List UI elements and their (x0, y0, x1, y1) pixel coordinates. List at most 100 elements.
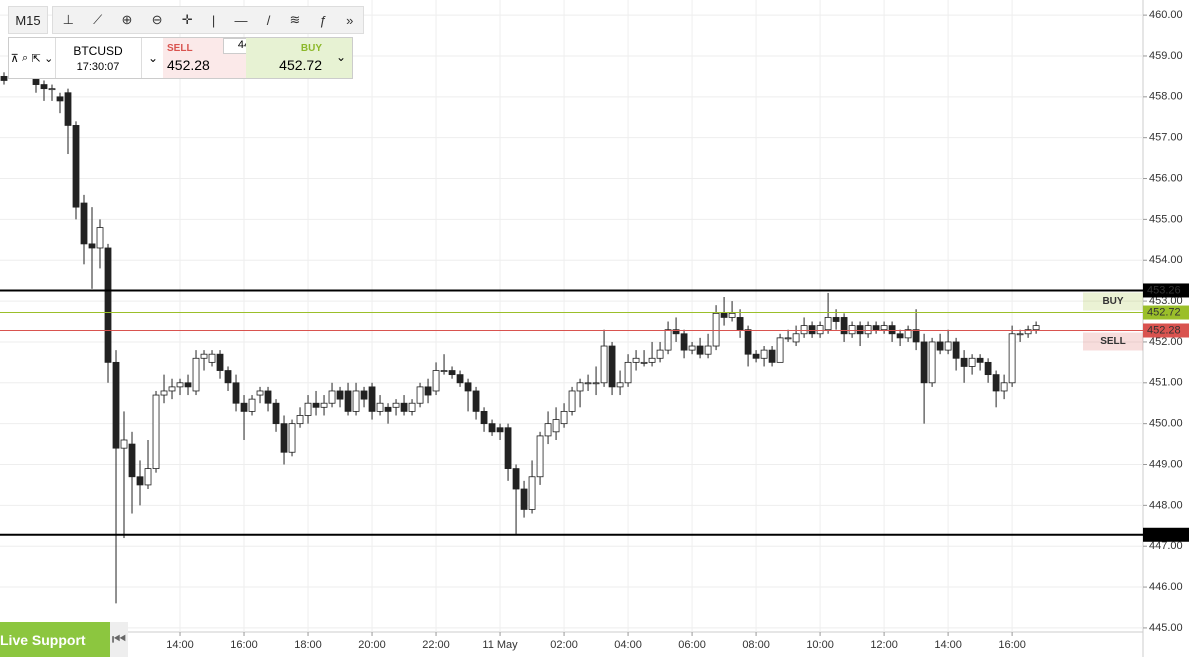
candle-body (352, 390, 360, 412)
candle-body (264, 390, 272, 404)
price-level-badge (1143, 527, 1189, 542)
x-tick-label: 20:00 (358, 639, 386, 651)
y-tick-label: 456.00 (1149, 172, 1183, 184)
candle-body (472, 390, 480, 412)
candle-body (680, 333, 688, 351)
candle-body (240, 402, 248, 412)
tool-icon[interactable]: ⟋ (93, 12, 103, 27)
toolbar[interactable]: ⊥ ⟋ ⊕ ⊖ ✛ | — / ≋ ƒ » (52, 6, 364, 34)
trade-panel: ⊼ ⌕ ⇱ ⌄ BTCUSD 17:30:07 ⌄ SELL 452.28 44 BUY 4… (8, 37, 353, 79)
candle-body (312, 402, 320, 408)
tool-icon[interactable]: ✛ (181, 12, 193, 27)
candle-body (632, 357, 640, 363)
y-tick-label: 453.00 (1149, 295, 1183, 307)
candle-body (1000, 382, 1008, 392)
candle-body (144, 468, 152, 486)
clock: 17:30:07 (76, 61, 120, 73)
level-tag-bg (1083, 332, 1143, 351)
candle-body (216, 353, 224, 371)
candle-body (808, 325, 816, 335)
tool-icon[interactable]: » (346, 12, 354, 28)
candle-body (592, 382, 600, 385)
y-tick-label: 454.00 (1149, 254, 1183, 266)
candle-body (424, 386, 432, 396)
candle-body (960, 357, 968, 367)
candle-body (528, 476, 536, 510)
symbol-box: BTCUSD 17:30:07 (55, 38, 141, 78)
candle-body (368, 386, 376, 412)
candle-body (624, 361, 632, 384)
candle-body (1032, 325, 1040, 331)
tool-icon[interactable]: — (234, 12, 248, 28)
tool-icon[interactable]: | (211, 12, 216, 28)
candle-body (952, 341, 960, 359)
x-tick-label: 06:00 (678, 639, 706, 651)
buy-price: 452.72 (279, 57, 322, 73)
candle-body (344, 390, 352, 412)
candle-body (712, 312, 720, 347)
candle-body (864, 325, 872, 335)
candle-body (688, 345, 696, 351)
candle-body (232, 382, 240, 404)
tool-icon[interactable]: ⊥ (62, 12, 74, 27)
candle-body (816, 325, 824, 335)
candle-body (1008, 333, 1016, 384)
candle-body (696, 345, 704, 355)
candle-body (840, 317, 848, 335)
candle-body (824, 317, 832, 331)
live-support-button[interactable]: Live Support (0, 622, 110, 657)
candle-body (40, 84, 48, 90)
dropdown[interactable]: ⌄ (141, 38, 164, 78)
y-tick-label: 448.00 (1149, 499, 1183, 511)
x-tick-label: 11 May (482, 639, 518, 651)
x-tick-label: 16:00 (998, 639, 1026, 651)
candle-body (328, 390, 336, 404)
candle-body (640, 361, 648, 364)
candle-body (520, 488, 528, 510)
panel-icons[interactable]: ⊼ ⌕ ⇱ ⌄ (9, 38, 56, 78)
candle-body (912, 329, 920, 343)
y-tick-label: 451.00 (1149, 377, 1183, 389)
candle-body (600, 345, 608, 384)
tool-icon[interactable]: / (266, 12, 271, 28)
tool-icon[interactable]: ≋ (289, 12, 301, 27)
timeframe-button[interactable]: M15 (8, 6, 48, 34)
candle-body (256, 390, 264, 396)
candle-body (720, 312, 728, 318)
candle-body (968, 357, 976, 367)
tool-icon[interactable]: ⊕ (121, 12, 133, 27)
candle-body (192, 357, 200, 392)
candle-body (336, 390, 344, 400)
candle-body (736, 317, 744, 331)
candle-body (200, 353, 208, 359)
x-tick-label: 14:00 (934, 639, 962, 651)
candle-body (552, 419, 560, 433)
y-tick-label: 450.00 (1149, 418, 1183, 430)
candle-body (96, 227, 104, 249)
candle-body (408, 402, 416, 412)
candle-body (248, 398, 256, 412)
candle-body (784, 337, 792, 340)
x-tick-label: 02:00 (550, 639, 578, 651)
candle-body (672, 329, 680, 335)
price-level-label: 452.28 (1147, 324, 1181, 336)
candle-body (120, 439, 128, 449)
candle-body (184, 382, 192, 388)
candle-body (152, 394, 160, 469)
y-tick-label: 447.00 (1149, 540, 1183, 552)
candle-body (400, 402, 408, 412)
scroll-start[interactable]: ⏮ (110, 622, 128, 657)
candle-body (304, 402, 312, 416)
tool-icon[interactable]: ⊖ (151, 12, 163, 27)
buy-button[interactable]: BUY 452.72 ⌄ (246, 38, 352, 78)
tool-icon[interactable]: ƒ (319, 12, 327, 28)
candle-body (416, 386, 424, 404)
candle-body (776, 337, 784, 363)
candle-body (384, 406, 392, 412)
y-tick-label: 455.00 (1149, 213, 1183, 225)
candle-body (88, 243, 96, 249)
candle-body (136, 476, 144, 486)
candle-body (728, 312, 736, 318)
